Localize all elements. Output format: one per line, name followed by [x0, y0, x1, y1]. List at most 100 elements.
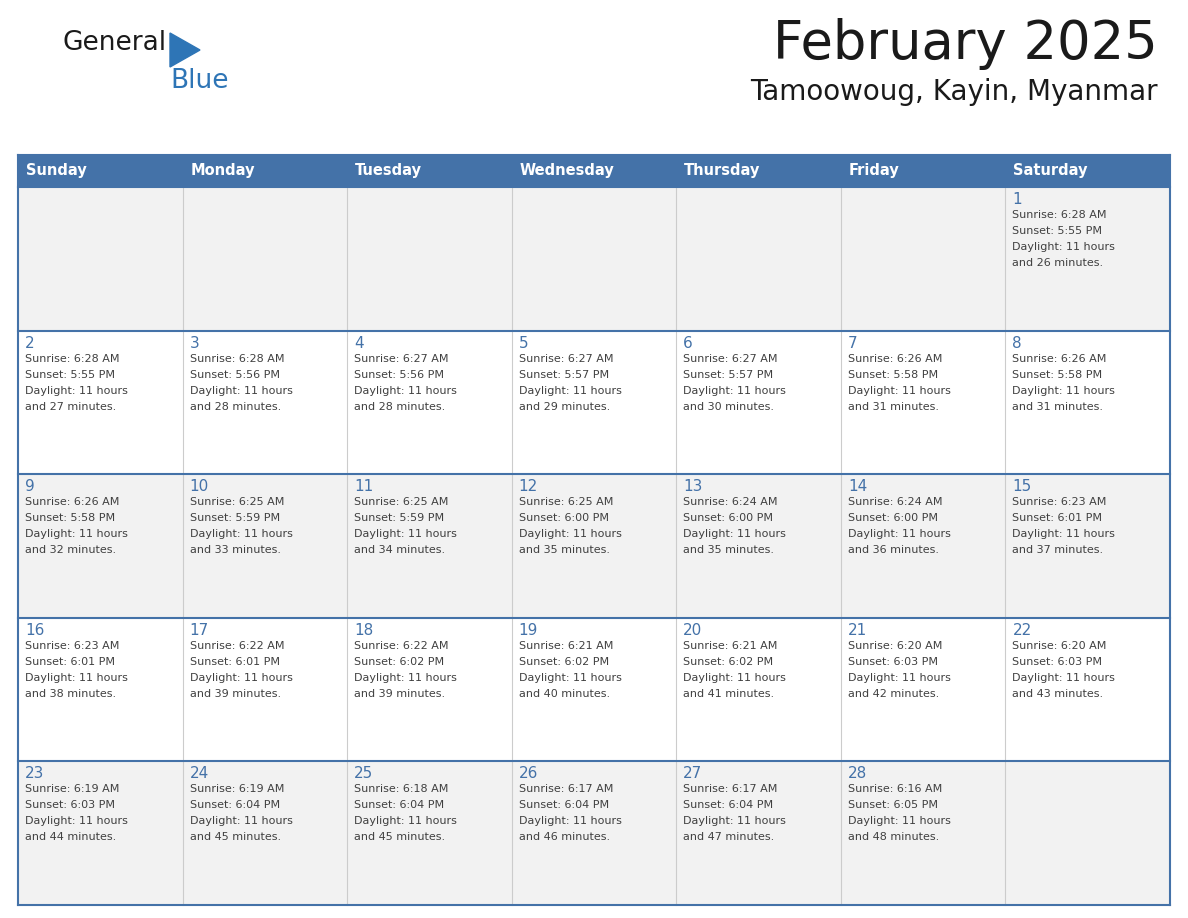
Text: Daylight: 11 hours: Daylight: 11 hours	[354, 673, 457, 683]
Text: Sunrise: 6:18 AM: Sunrise: 6:18 AM	[354, 784, 449, 794]
Text: Sunrise: 6:26 AM: Sunrise: 6:26 AM	[25, 498, 119, 508]
Text: Sunset: 5:59 PM: Sunset: 5:59 PM	[354, 513, 444, 523]
Text: and 28 minutes.: and 28 minutes.	[190, 401, 280, 411]
Text: Daylight: 11 hours: Daylight: 11 hours	[683, 386, 786, 396]
Text: Sunrise: 6:21 AM: Sunrise: 6:21 AM	[683, 641, 778, 651]
Text: Daylight: 11 hours: Daylight: 11 hours	[848, 386, 950, 396]
Text: Sunrise: 6:25 AM: Sunrise: 6:25 AM	[519, 498, 613, 508]
Text: Sunrise: 6:28 AM: Sunrise: 6:28 AM	[25, 353, 120, 364]
Text: Sunrise: 6:21 AM: Sunrise: 6:21 AM	[519, 641, 613, 651]
Text: 2: 2	[25, 336, 34, 351]
Text: Sunrise: 6:22 AM: Sunrise: 6:22 AM	[354, 641, 449, 651]
Text: and 48 minutes.: and 48 minutes.	[848, 833, 939, 843]
Text: Sunset: 6:01 PM: Sunset: 6:01 PM	[25, 656, 115, 666]
Text: Sunset: 6:03 PM: Sunset: 6:03 PM	[1012, 656, 1102, 666]
Text: Sunset: 5:58 PM: Sunset: 5:58 PM	[848, 370, 939, 380]
Text: Sunset: 5:58 PM: Sunset: 5:58 PM	[25, 513, 115, 523]
Text: Sunrise: 6:28 AM: Sunrise: 6:28 AM	[1012, 210, 1107, 220]
Text: Sunrise: 6:17 AM: Sunrise: 6:17 AM	[683, 784, 778, 794]
Text: and 46 minutes.: and 46 minutes.	[519, 833, 609, 843]
Text: Sunset: 6:00 PM: Sunset: 6:00 PM	[519, 513, 608, 523]
Text: Sunrise: 6:26 AM: Sunrise: 6:26 AM	[1012, 353, 1107, 364]
Text: Sunset: 6:02 PM: Sunset: 6:02 PM	[683, 656, 773, 666]
Text: 8: 8	[1012, 336, 1022, 351]
Text: Daylight: 11 hours: Daylight: 11 hours	[683, 816, 786, 826]
Text: Sunset: 6:01 PM: Sunset: 6:01 PM	[1012, 513, 1102, 523]
Text: Daylight: 11 hours: Daylight: 11 hours	[519, 386, 621, 396]
Text: Daylight: 11 hours: Daylight: 11 hours	[683, 673, 786, 683]
Text: 17: 17	[190, 622, 209, 638]
Text: Sunrise: 6:27 AM: Sunrise: 6:27 AM	[683, 353, 778, 364]
Bar	[841, 155, 1005, 187]
Text: and 30 minutes.: and 30 minutes.	[683, 401, 775, 411]
Text: 23: 23	[25, 767, 44, 781]
Text: and 35 minutes.: and 35 minutes.	[683, 545, 775, 555]
Text: Daylight: 11 hours: Daylight: 11 hours	[1012, 386, 1116, 396]
Text: 20: 20	[683, 622, 702, 638]
Text: Sunset: 6:04 PM: Sunset: 6:04 PM	[190, 800, 279, 811]
Text: Sunset: 6:04 PM: Sunset: 6:04 PM	[519, 800, 608, 811]
Text: 1: 1	[1012, 192, 1022, 207]
Text: Daylight: 11 hours: Daylight: 11 hours	[25, 816, 128, 826]
Text: and 26 minutes.: and 26 minutes.	[1012, 258, 1104, 268]
Text: 18: 18	[354, 622, 373, 638]
Bar	[347, 155, 512, 187]
Text: and 45 minutes.: and 45 minutes.	[354, 833, 446, 843]
Bar	[183, 155, 347, 187]
Text: Monday: Monday	[190, 163, 255, 178]
Text: Daylight: 11 hours: Daylight: 11 hours	[1012, 529, 1116, 539]
Text: and 44 minutes.: and 44 minutes.	[25, 833, 116, 843]
Text: Friday: Friday	[849, 163, 899, 178]
Bar	[676, 155, 841, 187]
Text: Sunset: 6:02 PM: Sunset: 6:02 PM	[354, 656, 444, 666]
Polygon shape	[170, 33, 200, 67]
Text: Daylight: 11 hours: Daylight: 11 hours	[519, 816, 621, 826]
Text: Daylight: 11 hours: Daylight: 11 hours	[1012, 242, 1116, 252]
Bar	[18, 475, 1170, 618]
Text: and 27 minutes.: and 27 minutes.	[25, 401, 116, 411]
Text: Tamoowoug, Kayin, Myanmar: Tamoowoug, Kayin, Myanmar	[751, 78, 1158, 106]
Text: Sunrise: 6:28 AM: Sunrise: 6:28 AM	[190, 353, 284, 364]
Text: Daylight: 11 hours: Daylight: 11 hours	[190, 673, 292, 683]
Bar	[18, 618, 1170, 761]
Text: 21: 21	[848, 622, 867, 638]
Text: and 38 minutes.: and 38 minutes.	[25, 688, 116, 699]
Text: Sunrise: 6:23 AM: Sunrise: 6:23 AM	[1012, 498, 1107, 508]
Text: 15: 15	[1012, 479, 1031, 494]
Text: and 34 minutes.: and 34 minutes.	[354, 545, 446, 555]
Text: Sunset: 6:04 PM: Sunset: 6:04 PM	[354, 800, 444, 811]
Text: Daylight: 11 hours: Daylight: 11 hours	[519, 673, 621, 683]
Text: and 32 minutes.: and 32 minutes.	[25, 545, 116, 555]
Text: and 43 minutes.: and 43 minutes.	[1012, 688, 1104, 699]
Text: 11: 11	[354, 479, 373, 494]
Text: Sunset: 6:03 PM: Sunset: 6:03 PM	[25, 800, 115, 811]
Text: and 29 minutes.: and 29 minutes.	[519, 401, 609, 411]
Text: 9: 9	[25, 479, 34, 494]
Text: 7: 7	[848, 336, 858, 351]
Text: Sunset: 6:04 PM: Sunset: 6:04 PM	[683, 800, 773, 811]
Text: Sunrise: 6:19 AM: Sunrise: 6:19 AM	[25, 784, 119, 794]
Text: Daylight: 11 hours: Daylight: 11 hours	[354, 386, 457, 396]
Text: Sunrise: 6:25 AM: Sunrise: 6:25 AM	[354, 498, 449, 508]
Bar	[512, 155, 676, 187]
Text: Sunrise: 6:27 AM: Sunrise: 6:27 AM	[519, 353, 613, 364]
Text: Sunrise: 6:20 AM: Sunrise: 6:20 AM	[1012, 641, 1107, 651]
Text: Daylight: 11 hours: Daylight: 11 hours	[190, 529, 292, 539]
Text: 25: 25	[354, 767, 373, 781]
Text: Daylight: 11 hours: Daylight: 11 hours	[25, 386, 128, 396]
Text: 19: 19	[519, 622, 538, 638]
Text: 27: 27	[683, 767, 702, 781]
Text: and 35 minutes.: and 35 minutes.	[519, 545, 609, 555]
Text: Sunrise: 6:19 AM: Sunrise: 6:19 AM	[190, 784, 284, 794]
Text: Sunset: 6:02 PM: Sunset: 6:02 PM	[519, 656, 608, 666]
Text: and 47 minutes.: and 47 minutes.	[683, 833, 775, 843]
Text: and 39 minutes.: and 39 minutes.	[354, 688, 446, 699]
Text: and 41 minutes.: and 41 minutes.	[683, 688, 775, 699]
Bar	[18, 155, 183, 187]
Text: Daylight: 11 hours: Daylight: 11 hours	[848, 816, 950, 826]
Text: Sunset: 6:03 PM: Sunset: 6:03 PM	[848, 656, 937, 666]
Text: 6: 6	[683, 336, 693, 351]
Text: Sunrise: 6:24 AM: Sunrise: 6:24 AM	[848, 498, 942, 508]
Text: Wednesday: Wednesday	[519, 163, 614, 178]
Text: Blue: Blue	[170, 68, 228, 94]
